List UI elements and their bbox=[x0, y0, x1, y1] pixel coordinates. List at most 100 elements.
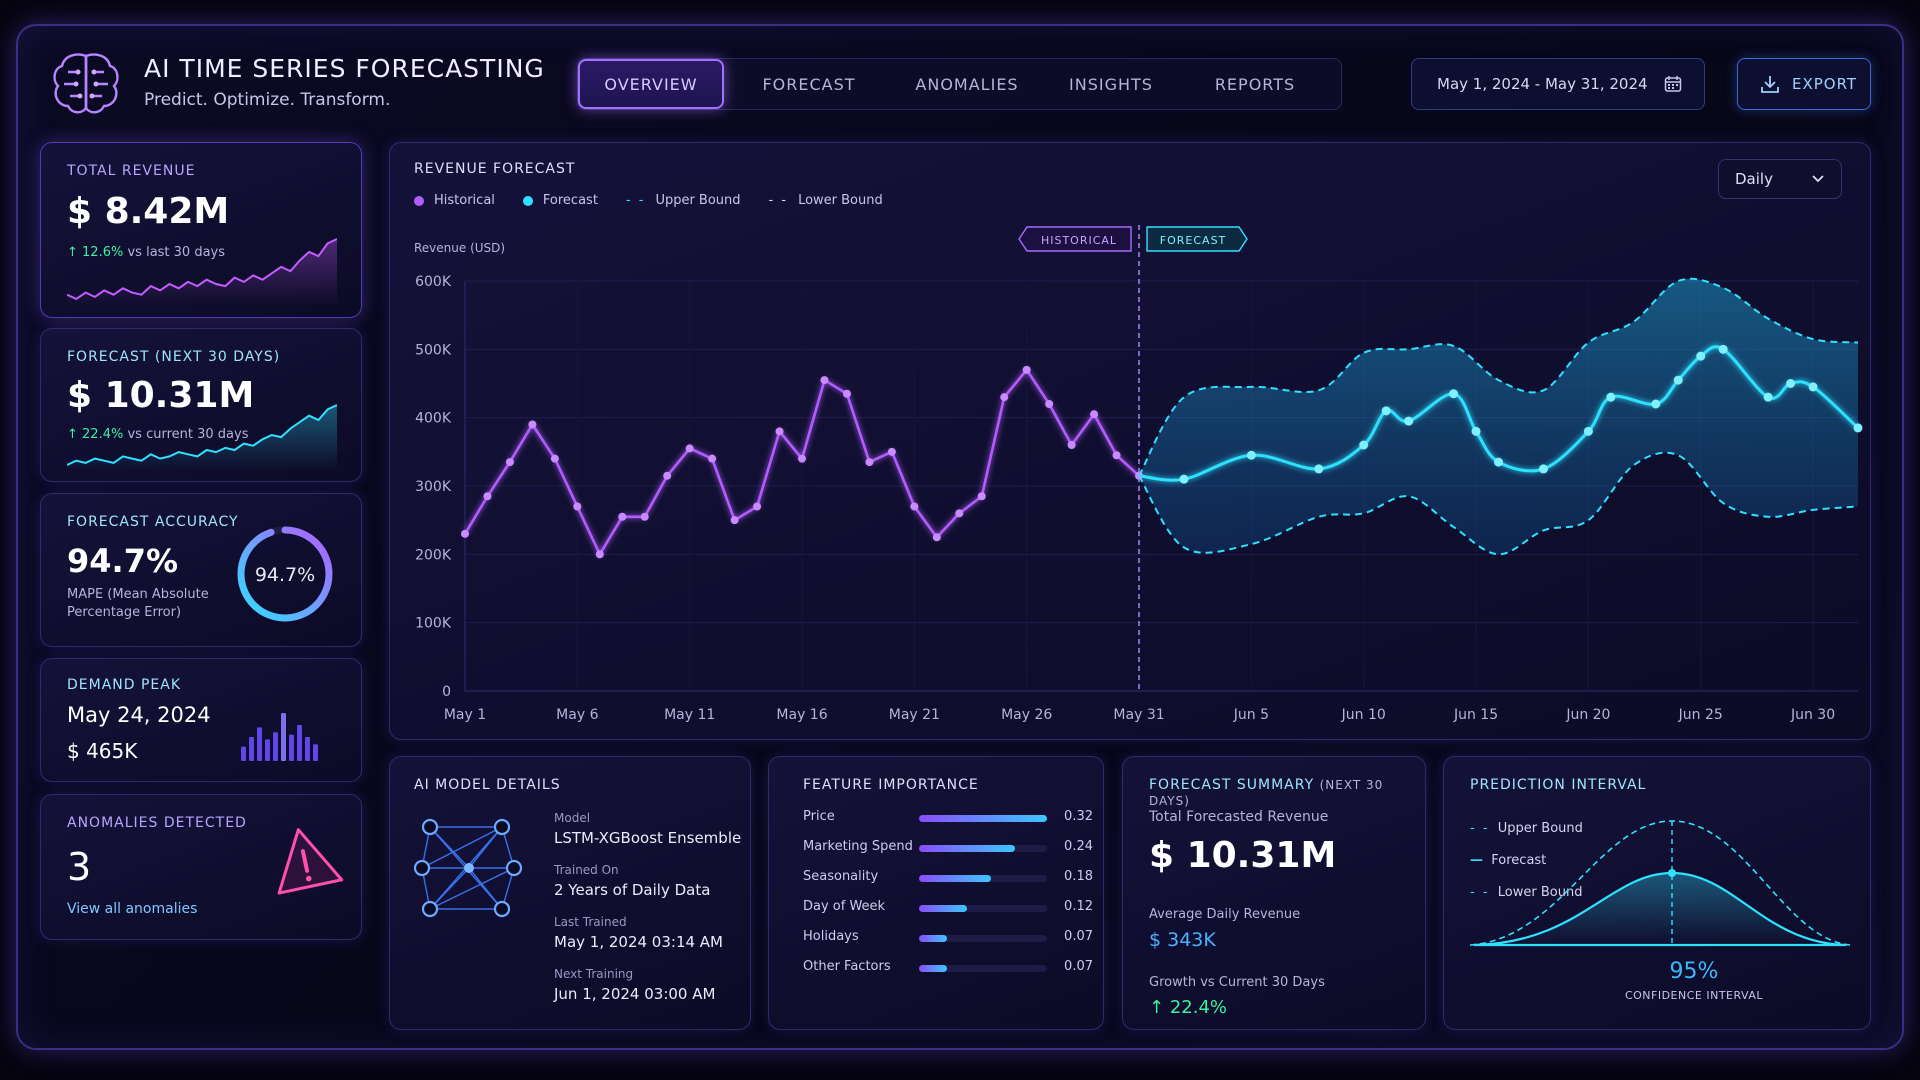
kpi-delta-text: vs last 30 days bbox=[127, 245, 226, 260]
avg-label: Average Daily Revenue bbox=[1149, 907, 1301, 922]
field-label: Next Training bbox=[554, 967, 634, 981]
peak-bar bbox=[273, 732, 278, 761]
historical-point bbox=[730, 516, 739, 525]
forecast-point bbox=[1494, 457, 1504, 467]
lower-bound-line bbox=[1138, 451, 1859, 556]
kpi-accuracy[interactable]: FORECAST ACCURACY 94.7% MAPE (Mean Absol… bbox=[40, 493, 362, 647]
feature-bar bbox=[919, 905, 967, 912]
historical-point bbox=[1112, 451, 1121, 460]
historical-point bbox=[640, 512, 649, 521]
anomaly-count: 3 bbox=[67, 845, 92, 889]
field-label: Model bbox=[554, 811, 591, 825]
neural-network-icon bbox=[414, 818, 523, 918]
forecast-point bbox=[1853, 423, 1863, 433]
up-arrow-icon: ↑ bbox=[67, 245, 83, 260]
forecast-point bbox=[1606, 392, 1616, 402]
feature-value: 0.12 bbox=[1064, 899, 1093, 914]
y-tick-label: 400K bbox=[415, 411, 452, 427]
forecast-tag: FORECAST bbox=[1146, 226, 1248, 252]
historical-legend-swatch bbox=[414, 195, 424, 206]
field-value: Jun 1, 2024 03:00 AM bbox=[554, 985, 716, 1003]
upper-bound-legend-swatch: - - bbox=[625, 193, 646, 208]
tab-anomalies[interactable]: ANOMALIES bbox=[915, 74, 1019, 94]
forecast-point bbox=[1246, 450, 1256, 460]
field-value: May 1, 2024 03:14 AM bbox=[554, 933, 723, 951]
kpi-label: FORECAST ACCURACY bbox=[67, 514, 239, 530]
forecast-legend-swatch bbox=[522, 195, 533, 206]
feature-name: Price bbox=[803, 809, 835, 824]
kpi-demand-peak[interactable]: DEMAND PEAK May 24, 2024 $ 465K bbox=[40, 658, 362, 782]
peak-bar bbox=[305, 737, 310, 761]
historical-tag: HISTORICAL bbox=[1018, 226, 1132, 252]
upper-bound-line bbox=[1138, 277, 1859, 477]
x-tick-label: Jun 30 bbox=[1790, 707, 1835, 723]
export-button[interactable]: EXPORT bbox=[1737, 58, 1871, 110]
historical-point bbox=[910, 502, 919, 511]
feature-value: 0.18 bbox=[1064, 869, 1093, 884]
revenue-chart: 0 100K 200K 300K 400K 500K 600K May 1 May 6 May 1… bbox=[415, 225, 1863, 723]
y-axis-label: Revenue (USD) bbox=[414, 241, 506, 255]
accuracy-ring-label: 94.7% bbox=[255, 564, 315, 586]
historical-point bbox=[461, 529, 469, 538]
feature-name: Holidays bbox=[803, 929, 859, 944]
tab-overview[interactable]: OVERVIEW bbox=[578, 59, 724, 109]
peak-bars bbox=[241, 713, 318, 761]
forecast-point bbox=[1651, 399, 1661, 409]
historical-point bbox=[1022, 365, 1031, 374]
historical-point bbox=[663, 471, 672, 480]
kpi-forecast[interactable]: FORECAST (NEXT 30 DAYS) $ 10.31M ↑ 22.4%… bbox=[40, 328, 362, 482]
x-tick-label: May 11 bbox=[664, 707, 715, 723]
feature-value: 0.32 bbox=[1064, 809, 1093, 824]
forecast-point bbox=[1471, 426, 1481, 436]
kpi-delta: 22.4% bbox=[82, 427, 124, 442]
interval-caption: CONFIDENCE INTERVAL bbox=[1624, 989, 1764, 1002]
feature-bar-track bbox=[919, 845, 1047, 852]
y-tick-label: 600K bbox=[415, 274, 452, 290]
historical-point bbox=[528, 420, 537, 429]
panel-title-note: (NEXT 30 DAYS) bbox=[1149, 778, 1384, 808]
feature-bar bbox=[919, 935, 947, 942]
view-anomalies-link[interactable]: View all anomalies bbox=[67, 901, 198, 917]
historical-point bbox=[505, 458, 514, 467]
feature-bar bbox=[919, 965, 947, 972]
sparkline bbox=[67, 404, 337, 471]
brain-logo-icon bbox=[53, 53, 119, 114]
forecast-point bbox=[1314, 464, 1324, 474]
kpi-anomalies[interactable]: ANOMALIES DETECTED 3 View all anomalies bbox=[40, 794, 362, 940]
lower-bound-legend-swatch: - - bbox=[768, 193, 789, 208]
up-arrow-icon: ↑ bbox=[67, 427, 83, 442]
forecast-point bbox=[1808, 382, 1818, 392]
tab-insights[interactable]: INSIGHTS bbox=[1069, 74, 1153, 94]
growth-value: 22.4% bbox=[1169, 997, 1227, 1018]
tab-reports[interactable]: REPORTS bbox=[1214, 74, 1296, 94]
kpi-label: ANOMALIES DETECTED bbox=[67, 815, 247, 831]
date-range-picker[interactable]: May 1, 2024 - May 31, 2024 bbox=[1411, 58, 1705, 110]
kpi-total-revenue[interactable]: TOTAL REVENUE $ 8.42M ↑ 12.6% vs last 30… bbox=[40, 142, 362, 318]
dashed-line-icon: - - bbox=[1470, 821, 1490, 836]
dashed-line-icon: - - bbox=[1470, 885, 1490, 900]
y-tick-label: 300K bbox=[415, 479, 452, 495]
y-tick-label: 500K bbox=[415, 342, 452, 358]
peak-bar bbox=[241, 746, 246, 761]
historical-point bbox=[1000, 393, 1009, 402]
kpi-delta-text: vs current 30 days bbox=[127, 427, 249, 442]
historical-point bbox=[932, 533, 941, 542]
tab-forecast[interactable]: FORECAST bbox=[762, 74, 856, 94]
historical-point bbox=[820, 376, 829, 385]
feature-bar-track bbox=[919, 905, 1047, 912]
forecast-point bbox=[1786, 379, 1796, 388]
sparkline-area bbox=[67, 239, 337, 305]
forecast-tag-label: FORECAST bbox=[1160, 234, 1227, 247]
historical-point bbox=[842, 389, 851, 398]
historical-point bbox=[955, 509, 964, 518]
granularity-select[interactable]: Daily bbox=[1718, 159, 1842, 199]
field-value: LSTM-XGBoost Ensemble bbox=[554, 829, 742, 847]
total-value: $ 10.31M bbox=[1149, 835, 1337, 876]
interval-percent: 95% bbox=[1669, 959, 1719, 984]
forecast-point bbox=[1179, 474, 1189, 484]
download-icon bbox=[1761, 76, 1779, 93]
sparkline-line bbox=[67, 238, 337, 301]
feature-bar-track bbox=[919, 815, 1047, 822]
x-tick-label: May 31 bbox=[1113, 707, 1164, 723]
feature-row: Other Factors 0.07 bbox=[803, 959, 1093, 979]
